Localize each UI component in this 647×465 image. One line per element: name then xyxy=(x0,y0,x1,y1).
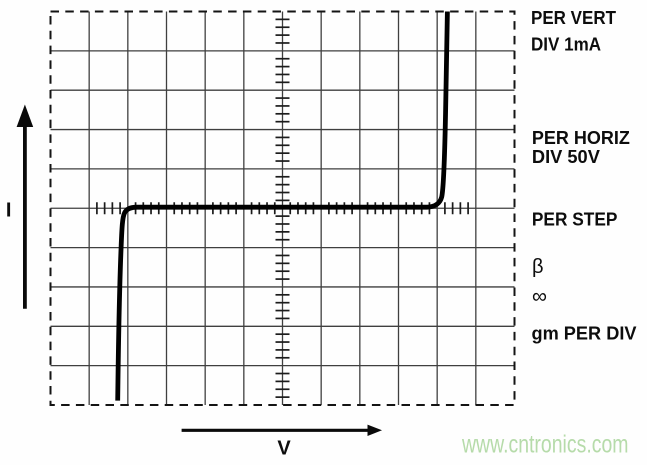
svg-text:PER VERT: PER VERT xyxy=(531,8,616,28)
svg-text:gm PER DIV: gm PER DIV xyxy=(532,323,637,343)
svg-text:β: β xyxy=(532,256,544,278)
svg-text:∞: ∞ xyxy=(532,285,547,308)
svg-text:PER HORIZ: PER HORIZ xyxy=(532,128,630,148)
svg-text:DIV 1mA: DIV 1mA xyxy=(531,34,601,54)
svg-text:PER STEP: PER STEP xyxy=(532,209,618,229)
svg-text:V: V xyxy=(277,438,291,460)
svg-text:www.cntronics.com: www.cntronics.com xyxy=(461,431,628,459)
svg-text:I: I xyxy=(6,199,12,221)
svg-text:DIV 50V: DIV 50V xyxy=(532,147,600,167)
